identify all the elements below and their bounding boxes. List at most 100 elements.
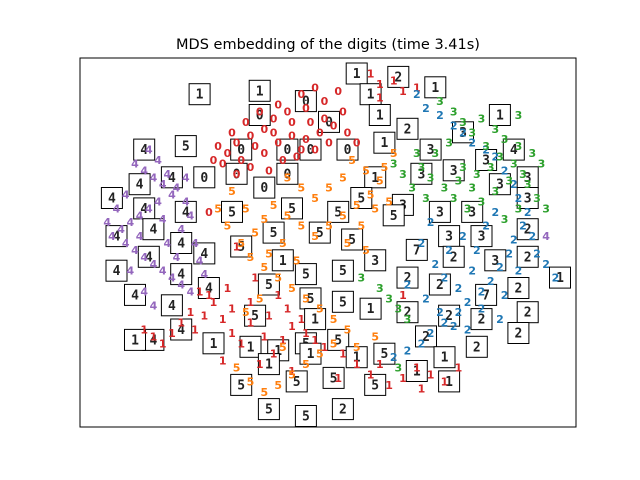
- digit-point-5-2: 5: [376, 175, 384, 188]
- digit-point-2-40: 2: [533, 247, 541, 260]
- digit-point-1-38: 1: [427, 369, 435, 382]
- digit-thumbnail-33: 0: [253, 176, 276, 199]
- digit-point-3-20: 3: [445, 137, 453, 150]
- digit-thumbnail-80: 2: [470, 308, 493, 331]
- digit-point-1-50: 1: [376, 358, 384, 371]
- digit-point-0-31: 0: [339, 106, 347, 119]
- thumbnail-digit-glyph: 1: [367, 302, 375, 317]
- digit-point-3-31: 3: [422, 192, 430, 205]
- digit-point-3-42: 3: [394, 303, 402, 316]
- thumbnail-digit-glyph: 1: [376, 109, 384, 124]
- thumbnail-frame: [308, 221, 331, 244]
- digit-point-0-3: 0: [321, 95, 329, 108]
- digit-thumbnail-88: 2: [507, 322, 530, 344]
- digit-point-1-1: 1: [376, 78, 384, 91]
- thumbnail-frame: [160, 294, 183, 317]
- digit-point-0-18: 0: [316, 126, 324, 139]
- digit-point-0-30: 0: [307, 116, 315, 129]
- digit-thumbnail-108: 5: [257, 398, 280, 421]
- digit-point-4-34: 4: [200, 268, 208, 281]
- digit-point-5-45: 5: [371, 202, 379, 215]
- digit-point-3-4: 3: [478, 112, 486, 125]
- digit-point-4-21: 4: [177, 223, 185, 236]
- digit-point-1-6: 1: [288, 320, 296, 333]
- thumbnail-digit-glyph: 2: [478, 313, 486, 328]
- thumbnail-frame: [257, 353, 280, 376]
- digit-point-5-34: 5: [339, 171, 347, 184]
- digit-point-2-22: 2: [418, 337, 426, 350]
- digit-point-4-4: 4: [168, 189, 176, 202]
- digit-thumbnail-46: 2: [516, 218, 539, 241]
- digit-point-5-13: 5: [237, 237, 245, 250]
- thumbnail-digit-glyph: 2: [404, 271, 412, 286]
- thumbnail-digit-glyph: 2: [339, 403, 347, 418]
- digit-point-3-43: 3: [404, 313, 412, 326]
- digit-point-4-35: 4: [182, 171, 190, 184]
- digit-point-2-27: 2: [445, 244, 453, 257]
- digit-point-3-26: 3: [524, 178, 532, 191]
- thumbnail-frame: [345, 346, 368, 369]
- thumbnail-digit-glyph: 4: [168, 171, 176, 186]
- thumbnail-digit-glyph: 0: [200, 171, 208, 186]
- digit-point-2-15: 2: [496, 261, 504, 274]
- thumbnail-frame: [124, 328, 146, 351]
- thumbnail-digit-glyph: 1: [247, 340, 255, 355]
- thumbnail-digit-glyph: 2: [436, 278, 444, 293]
- thumbnail-frame: [244, 304, 267, 327]
- digit-point-2-29: 2: [473, 244, 481, 257]
- digit-thumbnail-48: 5: [262, 221, 285, 244]
- thumbnail-digit-glyph: 5: [357, 192, 365, 207]
- digit-point-1-11: 1: [260, 330, 268, 343]
- digit-point-2-3: 2: [450, 119, 458, 132]
- digit-point-0-4: 0: [302, 102, 310, 115]
- thumbnail-frame: [294, 263, 317, 286]
- digit-thumbnail-98: 5: [373, 342, 396, 365]
- thumbnail-digit-glyph: 1: [353, 67, 361, 82]
- digit-thumbnail-37: 4: [100, 187, 123, 209]
- digit-point-4-24: 4: [173, 182, 181, 195]
- digit-thumbnail-79: 2: [438, 304, 461, 327]
- thumbnail-digit-glyph: 0: [283, 167, 291, 182]
- thumbnail-digit-glyph: 4: [140, 202, 148, 217]
- digit-point-3-38: 3: [468, 182, 476, 195]
- thumbnail-frame: [248, 104, 271, 126]
- digit-point-1-3: 1: [399, 85, 407, 98]
- thumbnail-frame: [502, 138, 525, 161]
- digit-point-3-30: 3: [455, 175, 463, 188]
- digit-thumbnail-layer: 1211101110023145000034333400013340533444…: [100, 62, 571, 427]
- digit-point-2-20: 2: [441, 317, 449, 330]
- digit-point-4-31: 4: [136, 230, 144, 243]
- thumbnail-digit-glyph: 1: [279, 254, 287, 269]
- digit-point-4-2: 4: [150, 171, 158, 184]
- digit-point-3-21: 3: [459, 161, 467, 174]
- digit-point-2-42: 2: [552, 272, 560, 285]
- digit-point-5-29: 5: [233, 362, 241, 375]
- thumbnail-digit-glyph: 5: [237, 378, 245, 393]
- digit-thumbnail-12: 3: [452, 121, 474, 144]
- digit-point-1-45: 1: [196, 285, 204, 298]
- digit-point-0-20: 0: [344, 126, 352, 139]
- digit-point-0-1: 0: [311, 81, 319, 94]
- digit-thumbnail-97: 1: [345, 346, 368, 369]
- digit-point-5-31: 5: [297, 182, 305, 195]
- digit-thumbnail-27: 0: [225, 162, 248, 185]
- digit-point-2-25: 2: [441, 272, 449, 285]
- thumbnail-frame: [193, 242, 216, 265]
- digit-thumbnail-103: 1: [438, 370, 461, 393]
- thumbnail-frame: [262, 221, 285, 244]
- digit-thumbnail-25: 4: [160, 166, 183, 189]
- digit-point-2-38: 2: [501, 289, 509, 302]
- thumbnail-digit-glyph: 4: [177, 268, 185, 283]
- digit-point-3-14: 3: [464, 202, 472, 215]
- digit-point-2-10: 2: [515, 192, 523, 205]
- digit-point-0-23: 0: [293, 151, 301, 164]
- thumbnail-digit-glyph: 0: [302, 95, 310, 110]
- digit-point-1-20: 1: [168, 327, 176, 340]
- digit-thumbnail-106: 5: [322, 366, 345, 389]
- thumbnail-digit-glyph: 3: [524, 171, 532, 186]
- thumbnail-digit-glyph: 3: [496, 178, 504, 193]
- digit-point-0-0: 0: [297, 88, 305, 101]
- digit-thumbnail-39: 4: [174, 200, 197, 223]
- thumbnail-digit-glyph: 4: [145, 250, 153, 265]
- digit-thumbnail-92: 1: [239, 335, 262, 358]
